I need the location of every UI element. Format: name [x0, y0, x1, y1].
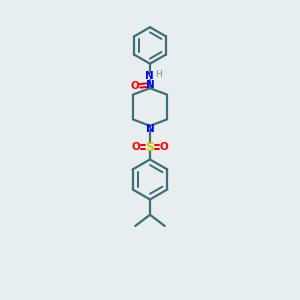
- Text: O: O: [130, 81, 139, 91]
- Text: H: H: [155, 70, 162, 79]
- Text: N: N: [146, 124, 154, 134]
- Text: O: O: [160, 142, 169, 152]
- Text: O: O: [131, 142, 140, 152]
- Text: S: S: [146, 141, 154, 154]
- Text: N: N: [146, 80, 154, 90]
- Text: N: N: [145, 71, 154, 81]
